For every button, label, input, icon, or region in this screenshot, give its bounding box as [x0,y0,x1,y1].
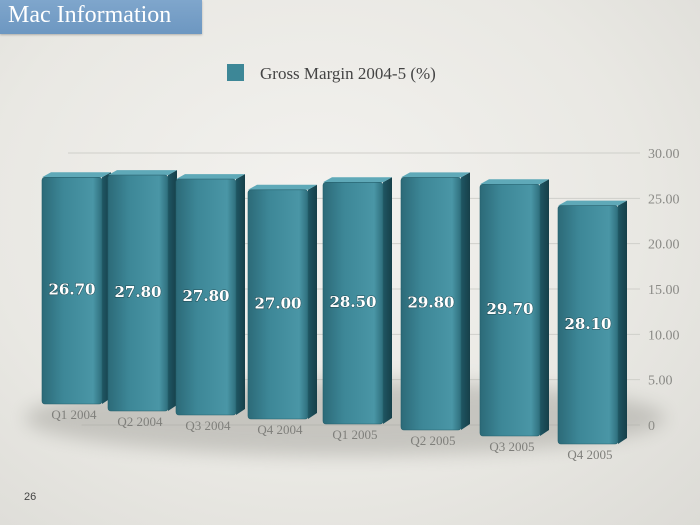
y-tick-label: 5.00 [648,374,673,389]
bar-value-label: 26.70 [49,281,96,299]
bar-side [236,174,245,415]
bar [479,183,541,437]
bar-side [383,177,392,424]
bar-top [323,177,392,183]
y-tick-label: 15.00 [648,283,680,298]
bar-top [176,174,245,180]
slide-title: Mac Information [8,2,172,28]
y-tick-label: 30.00 [648,147,680,162]
bar-value-label: 29.70 [487,300,534,318]
bar-top [480,179,549,185]
bar [400,177,462,431]
x-tick-label: Q2 2005 [410,433,455,448]
x-tick-label: Q1 2004 [51,407,97,422]
bar-side [540,179,549,437]
x-tick-label: Q1 2005 [332,427,377,442]
bar-top [42,172,111,178]
bar-side [168,170,177,411]
slide-title-bar: Mac Information [0,0,202,34]
bar [175,178,237,416]
legend-swatch [227,64,244,81]
bar-value-label: 28.50 [330,293,377,311]
bar [107,174,169,412]
bar-top [558,200,627,206]
x-tick-label: Q3 2005 [489,439,534,454]
bar-value-label: 27.00 [255,294,302,312]
bar-side [618,200,627,444]
bar [557,205,619,445]
bar-top [401,172,470,178]
bar-value-label: 29.80 [408,294,455,312]
bar-top [108,170,177,176]
y-tick-label: 20.00 [648,238,680,253]
bar [41,176,103,405]
bar-value-label: 27.80 [183,287,230,305]
bar-value-label: 27.80 [115,283,162,301]
legend-label: Gross Margin 2004-5 (%) [260,64,436,83]
bar-value-label: 28.10 [565,315,612,333]
x-tick-label: Q3 2004 [185,418,231,433]
page-number: 26 [24,491,37,503]
bar-side [461,172,470,430]
x-tick-label: Q2 2004 [117,414,163,429]
x-tick-label: Q4 2005 [567,447,612,462]
y-tick-label: 10.00 [648,328,680,343]
bar-top [248,184,317,190]
x-tick-label: Q4 2004 [257,422,303,437]
y-tick-label: 25.00 [648,192,680,207]
bar-side [308,184,317,419]
bar [322,181,384,425]
bar [247,189,309,420]
